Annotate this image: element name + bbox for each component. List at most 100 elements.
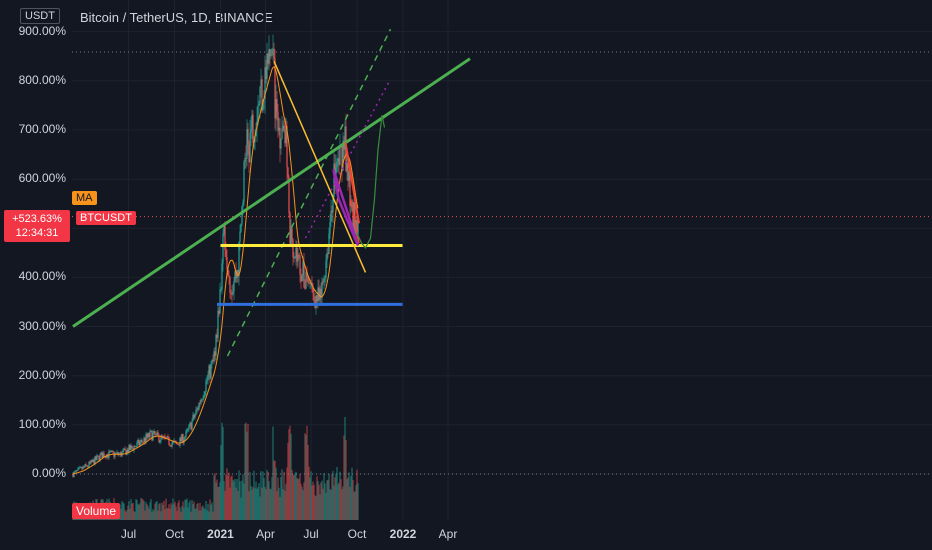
red-wedge-upper — [344, 142, 360, 224]
candle-body — [312, 286, 314, 294]
candle-body — [107, 454, 109, 458]
candle-body — [98, 455, 100, 461]
volume-bar — [183, 507, 185, 520]
volume-bar — [197, 503, 199, 520]
candle-body — [83, 466, 85, 468]
candle-body — [280, 138, 282, 149]
volume-bar — [300, 483, 302, 520]
candle-body — [332, 197, 334, 213]
volume-bar — [286, 467, 288, 520]
volume-bar — [274, 461, 276, 520]
volume-bar — [136, 500, 138, 520]
volume-bar — [264, 487, 266, 520]
candle-body — [294, 256, 296, 259]
candle-body — [234, 271, 236, 282]
candle-body — [283, 125, 285, 132]
candle-body — [202, 398, 204, 401]
green-trendline — [72, 57, 471, 328]
volume-bar — [140, 498, 142, 520]
volume-bar — [270, 488, 272, 520]
volume-bar — [187, 507, 189, 520]
volume-bar — [338, 482, 340, 520]
candle-body — [293, 257, 295, 259]
candle-body — [193, 414, 195, 418]
volume-bar — [198, 510, 200, 520]
volume-bar — [341, 489, 343, 520]
volume-bar — [137, 503, 139, 520]
candle-body — [220, 289, 222, 291]
volume-bar — [250, 485, 252, 520]
y-tick-label: 700.00% — [18, 121, 66, 136]
volume-bar — [238, 470, 240, 520]
candle-body — [216, 334, 218, 338]
volume-bar — [296, 478, 298, 520]
candle-body — [188, 424, 190, 430]
candle-body — [214, 351, 216, 356]
volume-bar — [323, 472, 325, 520]
candle-body — [204, 391, 206, 396]
candle-body — [191, 420, 193, 430]
candle-body — [80, 467, 82, 468]
volume-bar — [202, 505, 204, 520]
volume-bar — [192, 504, 194, 520]
volume-bar — [143, 500, 145, 520]
volume-bar — [289, 425, 291, 520]
volume-bar — [291, 469, 293, 520]
volume-bar — [292, 474, 294, 520]
ma-indicator-label[interactable]: MA — [72, 191, 97, 205]
volume-bar — [223, 481, 225, 520]
volume-bar — [123, 503, 125, 520]
candle-body — [258, 103, 260, 106]
candle-body — [349, 171, 351, 207]
volume-bar — [150, 499, 152, 520]
candle-body — [254, 135, 256, 142]
candle-body — [215, 334, 217, 356]
candle-body — [260, 79, 262, 87]
candle-body — [147, 433, 149, 438]
volume-bar — [172, 498, 174, 520]
volume-bar — [297, 478, 299, 520]
volume-bar — [204, 509, 206, 520]
volume-bar — [347, 477, 349, 520]
volume-bar — [305, 434, 307, 520]
volume-bar — [326, 480, 328, 520]
candle-body — [327, 253, 329, 255]
volume-bar — [265, 488, 267, 520]
candle-body — [124, 448, 126, 450]
volume-bar — [353, 491, 355, 520]
candle-body — [313, 293, 315, 301]
candle-body — [342, 140, 344, 171]
candle-countdown: 12:34:31 — [15, 227, 59, 239]
candle-body — [306, 271, 308, 277]
yellow-descending-line — [273, 60, 367, 273]
current-change: +523.63% — [12, 213, 62, 225]
candle-body — [192, 414, 194, 421]
volume-bar — [245, 422, 247, 520]
x-tick-label: Apr — [256, 527, 275, 541]
moving-average-line — [72, 66, 359, 475]
candle-body — [321, 281, 323, 298]
candle-body — [238, 241, 240, 277]
candle-body — [329, 222, 331, 234]
volume-bar — [214, 473, 216, 520]
volume-bar — [294, 473, 296, 520]
candle-body — [101, 452, 103, 458]
volume-bar — [132, 502, 134, 520]
candle-body — [112, 451, 114, 453]
volume-bar — [329, 489, 331, 520]
candle-body — [106, 454, 108, 459]
volume-bar — [131, 503, 133, 520]
candle-body — [126, 449, 128, 455]
volume-bar — [317, 481, 319, 520]
volume-bar — [169, 508, 171, 520]
candle-body — [158, 435, 160, 443]
volume-bar — [357, 483, 359, 520]
candle-body — [336, 161, 338, 168]
volume-bar — [272, 426, 274, 520]
candle-body — [223, 223, 225, 234]
volume-bar — [210, 504, 212, 520]
volume-bar — [244, 423, 246, 520]
candle-body — [177, 444, 179, 445]
volume-indicator-label[interactable]: Volume — [72, 503, 121, 519]
